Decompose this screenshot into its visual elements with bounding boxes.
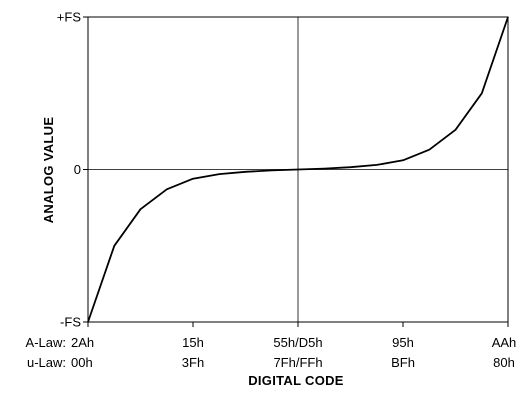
x-tick-label: 80h (493, 355, 515, 370)
x-tick-label: 95h (392, 335, 414, 350)
x-tick-row-name: u-Law: (27, 355, 66, 370)
x-tick-row-name: A-Law: (26, 335, 66, 350)
x-axis-ticks: A-Law: 2Ah 15h 55h/D5h 95h AAh u-Law: 00h 3Fh 7Fh… (26, 322, 517, 370)
x-axis-title: DIGITAL CODE (248, 373, 344, 388)
y-tick-label: +FS (57, 10, 82, 25)
x-tick-label: BFh (391, 355, 415, 370)
y-tick-label: -FS (60, 315, 81, 330)
x-tick-label: 15h (182, 335, 204, 350)
y-axis-title: ANALOG VALUE (41, 117, 56, 224)
series-layer (87, 16, 509, 323)
x-tick-label: 7Fh/FFh (273, 355, 322, 370)
x-tick-label: 55h/D5h (273, 335, 322, 350)
x-tick-label: AAh (492, 335, 517, 350)
x-tick-label: 2Ah (71, 335, 94, 350)
y-axis-ticks: +FS 0 -FS (57, 10, 88, 330)
x-tick-label: 00h (71, 355, 93, 370)
series-line-0 (87, 16, 509, 323)
y-tick-label: 0 (74, 162, 81, 177)
x-tick-label: 3Fh (182, 355, 204, 370)
